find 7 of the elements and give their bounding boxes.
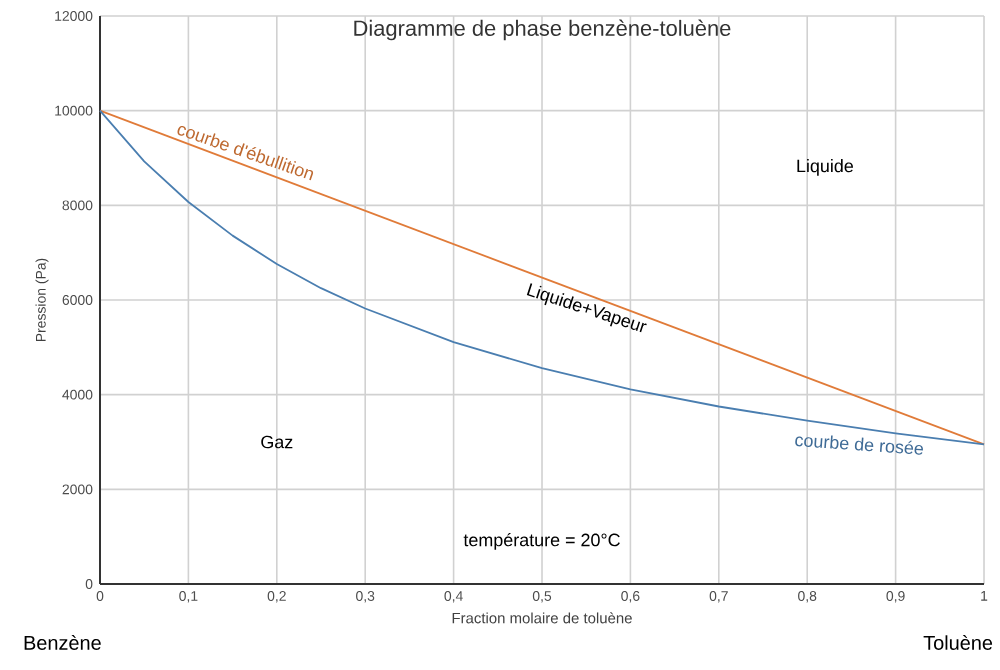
annotation: Gaz [261,435,293,449]
text: Toluène [923,635,993,650]
annotation: température = 20°C [463,532,620,550]
annotation: Liquide [797,159,853,176]
series-label: courbe de rosée [795,435,923,455]
text: Benzène [24,635,101,650]
chart-title: Diagramme de phase benzène-toluène [354,19,731,41]
